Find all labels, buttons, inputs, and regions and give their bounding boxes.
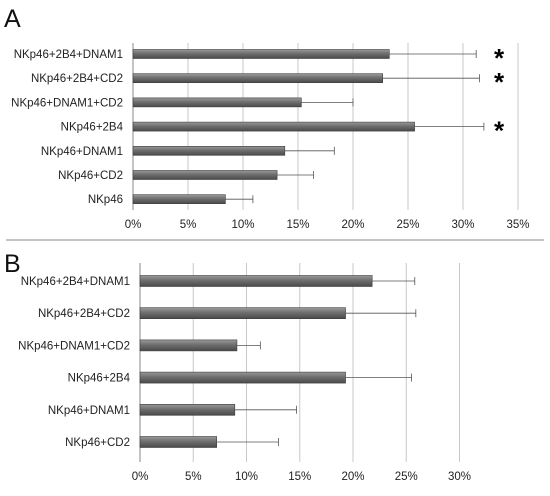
panel-a-category-label: NKp46 — [88, 194, 123, 206]
panel-a-significance-asterisk: * — [494, 43, 505, 73]
panel-a-chart: 0% 5% 10% 15% 20% 25% 30% 35% NKp46+2B4+DNAM1 * NK… — [11, 43, 530, 231]
panel-b-category-label: NKp46+CD2 — [65, 437, 130, 449]
panel-a-label: A — [4, 5, 21, 33]
panel-a-category-label: NKp46+DNAM1 — [41, 146, 123, 158]
panel-b-label: B — [4, 250, 21, 278]
panel-b-bar — [139, 275, 373, 287]
panel-a-x-tick-label: 20% — [341, 219, 364, 231]
panel-a-category-label: NKp46+2B4 — [61, 122, 124, 134]
panel-a-x-tick-label: 30% — [451, 219, 474, 231]
panel-b-category-label: NKp46+DNAM1 — [48, 405, 130, 417]
panel-a-bar — [132, 170, 278, 180]
panel-a-bar — [132, 73, 383, 83]
panel-b-bar — [139, 339, 238, 352]
panel-a-x-tick-label: 10% — [231, 219, 254, 231]
panel-b-x-tick-label: 10% — [235, 471, 258, 483]
panel-b-bar — [139, 371, 346, 384]
panel-b-bar — [139, 436, 217, 448]
panel-b-category-label: NKp46+2B4+CD2 — [38, 308, 130, 320]
panel-a-x-tick-label: 0% — [125, 219, 142, 231]
panel-a-x-tick-label: 15% — [286, 219, 309, 231]
panel-a-significance-asterisk: * — [494, 116, 505, 146]
panel-b-bar — [139, 403, 236, 416]
panel-a-x-tick-label: 5% — [180, 219, 197, 231]
panel-a-bar — [132, 121, 415, 132]
panel-a-bar — [132, 49, 390, 59]
panel-a-category-label: NKp46+2B4+DNAM1 — [14, 49, 123, 61]
panel-b-bar — [139, 307, 346, 320]
panel-b-category-label: NKp46+DNAM1+CD2 — [18, 340, 130, 352]
panel-a-category-label: NKp46+CD2 — [58, 170, 123, 182]
panel-a-bar — [132, 194, 226, 204]
panel-b-category-label: NKp46+2B4 — [68, 373, 131, 385]
panel-b-x-tick-label: 30% — [448, 471, 471, 483]
panel-a-bar — [132, 146, 286, 156]
panel-a-significance-asterisk: * — [494, 67, 505, 97]
panel-b-x-tick-label: 25% — [395, 471, 418, 483]
panel-b-x-tick-label: 15% — [288, 471, 311, 483]
panel-a-category-label: NKp46+2B4+CD2 — [31, 73, 123, 85]
panel-b-category-label: NKp46+2B4+DNAM1 — [21, 276, 130, 288]
panel-b-x-tick-label: 20% — [341, 471, 364, 483]
panel-b-x-tick-label: 5% — [185, 471, 202, 483]
panel-a-x-tick-label: 35% — [506, 219, 529, 231]
panel-a-x-tick-label: 25% — [396, 219, 419, 231]
panel-a-category-label: NKp46+DNAM1+CD2 — [11, 97, 123, 109]
panel-a-bar — [132, 97, 302, 108]
panel-b-chart: 0% 5% 10% 15% 20% 25% 30% NKp46+2B4+DNAM1 NKp46+… — [18, 263, 471, 483]
panel-b-x-tick-label: 0% — [132, 471, 149, 483]
